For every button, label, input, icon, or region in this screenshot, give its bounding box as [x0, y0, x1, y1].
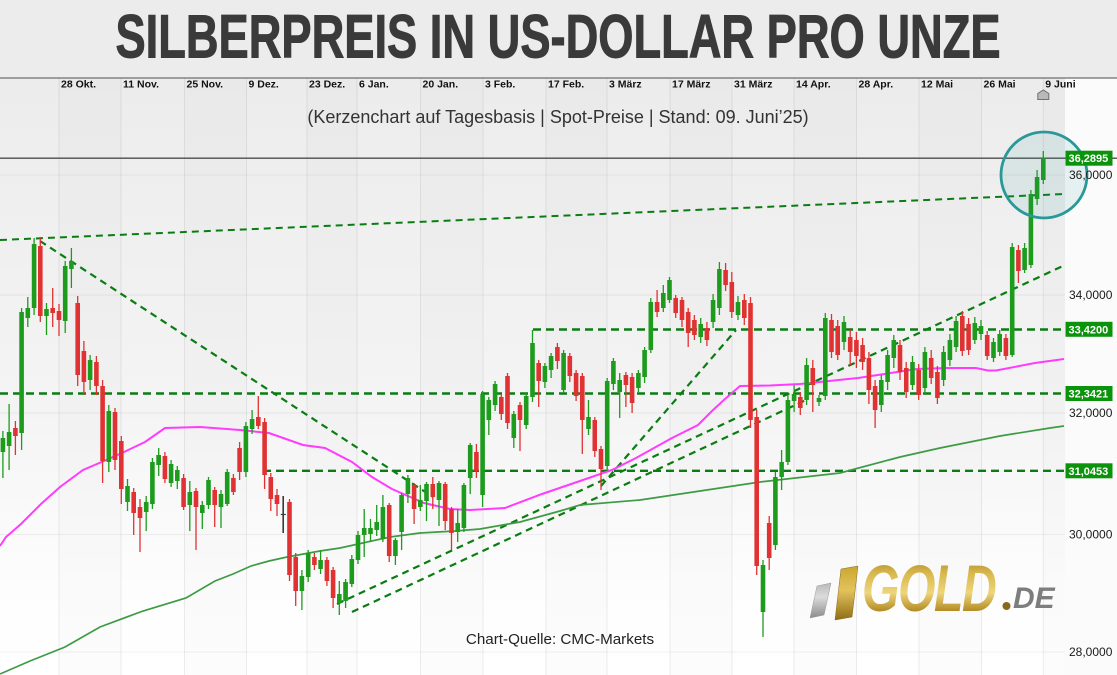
svg-text:30,0000: 30,0000 [1069, 528, 1113, 542]
svg-text:31,0453: 31,0453 [1069, 466, 1109, 478]
svg-text:9 Juni: 9 Juni [1045, 79, 1075, 91]
svg-text:17 Feb.: 17 Feb. [548, 79, 584, 91]
svg-text:(Kerzenchart auf Tagesbasis |: (Kerzenchart auf Tagesbasis | Spot-Preis… [307, 107, 808, 127]
svg-text:6 Jan.: 6 Jan. [359, 79, 389, 91]
svg-text:14 Apr.: 14 Apr. [796, 79, 831, 91]
svg-text:28,0000: 28,0000 [1069, 645, 1113, 659]
svg-text:32,3421: 32,3421 [1069, 389, 1109, 401]
svg-text:32,0000: 32,0000 [1069, 406, 1113, 420]
svg-text:34,0000: 34,0000 [1069, 288, 1113, 302]
svg-text:28 Okt.: 28 Okt. [61, 79, 96, 91]
svg-text:36,2895: 36,2895 [1069, 153, 1109, 165]
svg-text:23 Dez.: 23 Dez. [309, 79, 345, 91]
svg-text:SILBERPREIS IN US-DOLLAR PRO U: SILBERPREIS IN US-DOLLAR PRO UNZE [115, 3, 1000, 71]
svg-text:20 Jan.: 20 Jan. [423, 79, 459, 91]
svg-text:Chart-Quelle: CMC-Markets: Chart-Quelle: CMC-Markets [466, 631, 655, 648]
svg-text:3 Feb.: 3 Feb. [485, 79, 515, 91]
svg-text:12 Mai: 12 Mai [921, 79, 953, 91]
svg-text:DE: DE [1013, 582, 1056, 615]
svg-text:25 Nov.: 25 Nov. [187, 79, 224, 91]
svg-text:26 Mai: 26 Mai [984, 79, 1016, 91]
svg-text:17 März: 17 März [672, 79, 711, 91]
svg-text:9 Dez.: 9 Dez. [249, 79, 279, 91]
svg-text:11 Nov.: 11 Nov. [123, 79, 159, 91]
svg-text:36,0000: 36,0000 [1069, 168, 1113, 182]
svg-text:33,4200: 33,4200 [1069, 324, 1109, 336]
svg-text:31 März: 31 März [734, 79, 773, 91]
svg-text:3 März: 3 März [609, 79, 642, 91]
svg-text:28 Apr.: 28 Apr. [859, 79, 894, 91]
svg-text:GOLD: GOLD [862, 553, 996, 626]
